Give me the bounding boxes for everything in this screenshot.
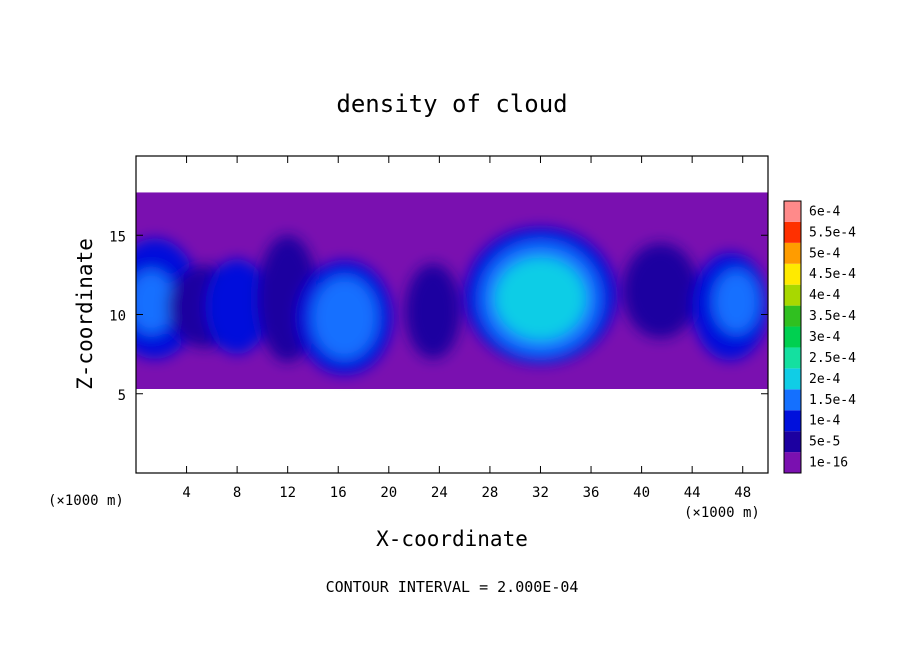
colorbar-swatch-8 (784, 284, 801, 306)
colorbar-label-11: 5.5e-4 (809, 225, 856, 240)
colorbar-label-4: 2e-4 (809, 372, 840, 387)
x-tick-label-5: 24 (431, 485, 448, 501)
cloud-cell-6 (311, 276, 378, 359)
x-tick-label-1: 8 (233, 485, 241, 501)
cloud-cells (136, 227, 768, 375)
x-tick-label-11: 48 (734, 485, 751, 501)
colorbar-swatch-12 (784, 201, 801, 222)
cloud-cell-3 (205, 259, 269, 355)
colorbar-label-10: 5e-4 (809, 246, 840, 261)
colorbar-label-8: 4e-4 (809, 288, 840, 303)
colorbar-swatch-3 (784, 389, 801, 411)
colorbar-swatch-11 (784, 221, 801, 243)
colorbar-label-5: 2.5e-4 (809, 351, 856, 366)
x-axis-unit: (×1000 m) (684, 505, 760, 521)
cloud-cell-13 (713, 270, 760, 334)
colorbar-swatch-5 (784, 347, 801, 369)
colorbar: 1e-16 5e-5 1e-4 1.5e-4 2e-4 2.5e-4 3e-4 3.5e-4 4… (783, 200, 856, 474)
colorbar-frame (783, 200, 802, 474)
chart-title: density of cloud (336, 90, 567, 118)
y-axis-unit: (×1000 m) (48, 493, 124, 509)
x-tick-label-4: 20 (380, 485, 397, 501)
contour-interval-note: CONTOUR INTERVAL = 2.000E-04 (326, 578, 579, 596)
colorbar-label-0: 1e-16 (809, 456, 848, 471)
x-tick-label-3: 16 (330, 485, 347, 501)
x-tick-label-0: 4 (182, 485, 190, 501)
colorbar-label-2: 1e-4 (809, 414, 840, 429)
colorbar-label-1: 5e-5 (809, 435, 840, 450)
colorbar-label-7: 3.5e-4 (809, 309, 856, 324)
y-axis-ticks: 5 10 15 (109, 229, 768, 404)
colorbar-label-9: 4.5e-4 (809, 267, 856, 282)
colorbar-label-3: 1.5e-4 (809, 393, 856, 408)
plot-area (136, 192, 768, 389)
x-axis-title: X-coordinate (376, 527, 528, 551)
cloud-cell-11 (622, 243, 699, 339)
x-tick-label-2: 12 (279, 485, 296, 501)
colorbar-swatch-0 (784, 452, 801, 473)
y-tick-label-2: 15 (109, 229, 126, 245)
colorbar-swatch-7 (784, 305, 801, 327)
cloud-cell-1 (136, 270, 174, 334)
x-tick-label-9: 40 (633, 485, 650, 501)
cloud-cell-7 (405, 263, 461, 359)
x-tick-label-10: 44 (684, 485, 701, 501)
y-axis-title: Z-coordinate (73, 238, 97, 390)
colorbar-swatch-4 (784, 368, 801, 390)
cloud-cell-10 (494, 257, 586, 340)
y-tick-label-1: 10 (109, 309, 126, 325)
y-tick-label-0: 5 (118, 388, 126, 404)
x-tick-label-8: 36 (583, 485, 600, 501)
colorbar-swatch-6 (784, 326, 801, 348)
x-axis-ticks: 4 8 12 16 20 24 28 32 36 40 44 48 (182, 156, 751, 501)
colorbar-label-12: 6e-4 (809, 204, 840, 219)
x-tick-label-6: 28 (481, 485, 498, 501)
colorbar-label-6: 3e-4 (809, 330, 840, 345)
colorbar-swatch-9 (784, 263, 801, 285)
colorbar-swatch-10 (784, 242, 801, 264)
colorbar-swatch-2 (784, 410, 801, 432)
x-tick-label-7: 32 (532, 485, 549, 501)
colorbar-swatch-1 (784, 431, 801, 453)
